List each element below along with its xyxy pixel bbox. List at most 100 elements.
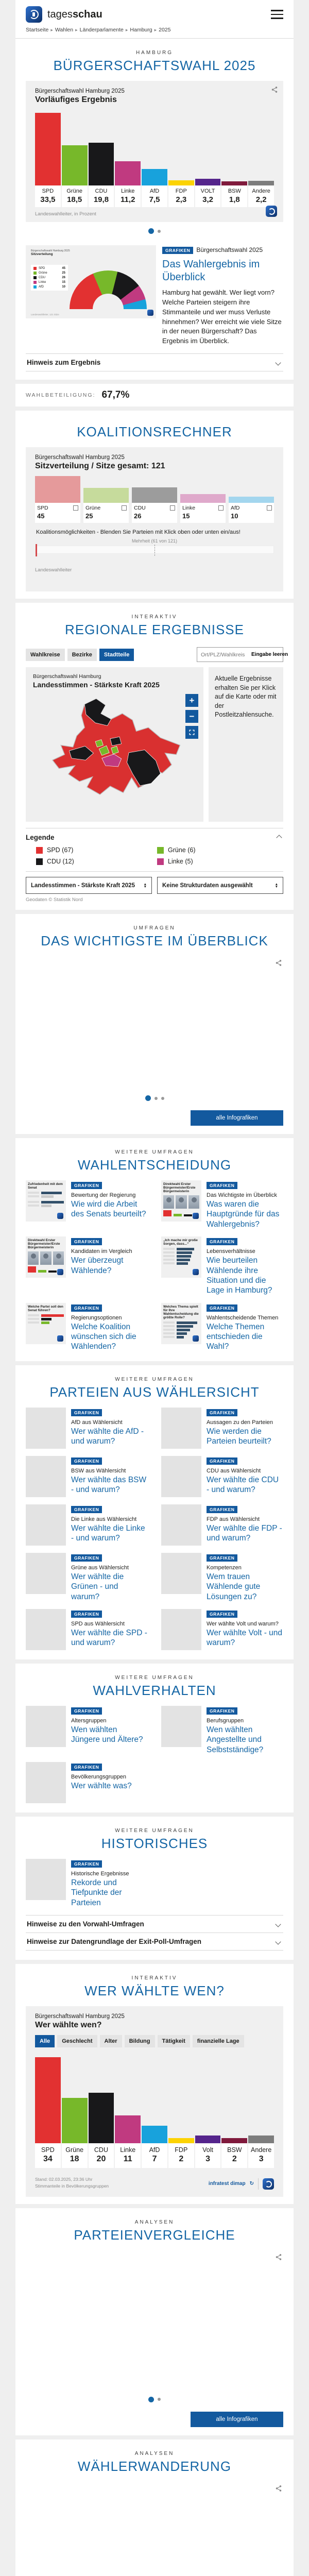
tab-wahlkreise[interactable]: Wahlkreise: [26, 648, 65, 661]
teaser-headline[interactable]: Wer wählte die Linke - und warum?: [71, 1523, 145, 1543]
teaser-headline[interactable]: Das Wahlergebnis im Überblick: [162, 259, 260, 283]
bar-column-SPD[interactable]: SPD 45: [35, 476, 80, 523]
teaser-headline[interactable]: Wer wählte das BSW - und warum?: [71, 1475, 147, 1495]
tab-tätigkeit[interactable]: Tätigkeit: [157, 2035, 190, 2048]
carousel-dot[interactable]: [158, 2398, 161, 2401]
brand[interactable]: tagesschau: [26, 6, 102, 23]
map-region-gruene[interactable]: [98, 745, 110, 756]
teaser-headline[interactable]: Was waren die Hauptgründe für das Wahler…: [207, 1200, 280, 1229]
teaser[interactable]: GRAFIKEN Die Linke aus Wählersicht Wer wäh…: [26, 1504, 148, 1546]
teaser-headline[interactable]: Welche Themen entschieden die Wahl?: [207, 1322, 265, 1351]
teaser[interactable]: GRAFIKEN CDU aus Wählersicht Wer wählte di…: [161, 1455, 283, 1497]
accordion-vorwahl-umfragen[interactable]: Hinweise zu den Vorwahl-Umfragen: [26, 1915, 283, 1934]
teaser[interactable]: GRAFIKEN Aussagen zu den Parteien Wie werd…: [161, 1407, 283, 1449]
breadcrumb-item[interactable]: Hamburg: [130, 27, 152, 33]
tab-alle[interactable]: Alle: [35, 2035, 55, 2048]
teaser[interactable]: Welches Thema spielt für Ihre Wahlentsch…: [161, 1302, 283, 1352]
tab-geschlecht[interactable]: Geschlecht: [57, 2035, 97, 2048]
teaser[interactable]: GRAFIKEN Historische Ergebnisse Rekorde un…: [26, 1859, 148, 1908]
share-icon[interactable]: [271, 86, 278, 93]
hamburg-map[interactable]: [38, 694, 192, 815]
accordion-exit-poll[interactable]: Hinweise zur Datengrundlage der Exit-Pol…: [26, 1933, 283, 1951]
bar-column-CDU[interactable]: CDU 26: [132, 476, 177, 523]
carousel-dot[interactable]: [145, 1095, 151, 1101]
teaser-headline[interactable]: Rekorde und Tiefpunkte der Parteien: [71, 1878, 122, 1907]
map-region-cdu-north[interactable]: [84, 698, 111, 726]
teaser[interactable]: „Ich mache mir große Sorgen, dass...“ GR…: [161, 1236, 283, 1296]
teaser[interactable]: Zufriedenheit mit dem Senat GRAFIKEN Bew…: [26, 1180, 148, 1229]
carousel-dot[interactable]: [148, 228, 154, 234]
legend-accordion[interactable]: Legende: [26, 828, 283, 841]
map-region-linke[interactable]: [101, 754, 122, 767]
teaser[interactable]: Welche Partei soll den Senat führen? GRA…: [26, 1302, 148, 1352]
tab-alter[interactable]: Alter: [99, 2035, 122, 2048]
teaser[interactable]: GRAFIKEN Kompetenzen Wem trauen Wählende g…: [161, 1552, 283, 1602]
teaser[interactable]: GRAFIKEN Bevölkerungsgruppen Wer wählte wa…: [26, 1762, 148, 1804]
search-input[interactable]: [201, 651, 248, 658]
teaser[interactable]: GRAFIKEN AfD aus Wählersicht Wer wählte di…: [26, 1407, 148, 1449]
teaser-headline[interactable]: Wer wählte was?: [71, 1782, 132, 1791]
teaser-headline[interactable]: Wer wählte die AfD - und warum?: [71, 1427, 144, 1446]
teaser[interactable]: Direktwahl Erster Bürgermeister/Erste Bü…: [26, 1236, 148, 1296]
map-region-cdu-southeast[interactable]: [126, 750, 161, 786]
structure-data-select[interactable]: Keine Strukturdaten ausgewählt ▲ ▼: [157, 877, 283, 894]
clear-input-button[interactable]: Eingabe leeren: [251, 652, 288, 658]
party-checkbox-AfD[interactable]: [267, 505, 272, 511]
teaser-headline[interactable]: Wer wählte die CDU - und warum?: [207, 1475, 279, 1495]
carousel-dot[interactable]: [161, 1096, 164, 1100]
teaser-headline[interactable]: Wem trauen Wählende gute Lösungen zu?: [207, 1572, 261, 1601]
accordion-hinweis-ergebnis[interactable]: Hinweis zum Ergebnis: [26, 353, 283, 372]
map-layer-select[interactable]: Landesstimmen - Stärkste Kraft 2025 ▲ ▼: [26, 877, 152, 894]
carousel-dot[interactable]: [154, 1096, 158, 1100]
share-icon[interactable]: [15, 956, 294, 967]
teaser-headline[interactable]: Wer überzeugt Wählende?: [71, 1256, 124, 1275]
bar-column-Grüne[interactable]: Grüne 25: [83, 476, 129, 523]
carousel-dot[interactable]: [158, 229, 161, 233]
teaser-headline[interactable]: Wie werden die Parteien beurteilt?: [207, 1427, 271, 1446]
zoom-out-button[interactable]: −: [185, 710, 198, 723]
map-region-gruene-3[interactable]: [95, 739, 104, 748]
party-checkbox-SPD[interactable]: [73, 505, 78, 511]
tab-stadtteile[interactable]: Stadtteile: [99, 648, 134, 661]
map-region-cdu-center[interactable]: [110, 736, 122, 746]
teaser[interactable]: GRAFIKEN Grüne aus Wählersicht Wer wählte …: [26, 1552, 148, 1602]
bar-column-AfD[interactable]: AfD 10: [229, 476, 274, 523]
all-infographics-button[interactable]: alle Infografiken: [191, 1110, 283, 1126]
teaser[interactable]: Direktwahl Erster Bürgermeister/Erste Bü…: [161, 1180, 283, 1229]
teaser-headline[interactable]: Wie wird die Arbeit des Senats beurteilt…: [71, 1200, 146, 1219]
breadcrumb-item[interactable]: Länderparlamente: [79, 27, 124, 33]
share-icon[interactable]: [15, 2250, 294, 2261]
breadcrumb-item[interactable]: Wahlen: [55, 27, 74, 33]
seat-chart-thumbnail[interactable]: Bürgerschaftswahl Hamburg 2025 Sitzverte…: [26, 245, 156, 318]
teaser[interactable]: GRAFIKEN BSW aus Wählersicht Wer wählte da…: [26, 1455, 148, 1497]
teaser[interactable]: GRAFIKEN Altersgruppen Wen wählten Jüngere…: [26, 1705, 148, 1755]
teaser-headline[interactable]: Welche Koalition wünschen sich die Wähle…: [71, 1322, 136, 1351]
teaser-headline[interactable]: Wer wählte Volt - und warum?: [207, 1628, 283, 1648]
teaser[interactable]: GRAFIKEN Berufsgruppen Wen wählten Angeste…: [161, 1705, 283, 1755]
tab-finanzielle-lage[interactable]: finanzielle Lage: [192, 2035, 244, 2048]
bar-column-Linke[interactable]: Linke 15: [180, 476, 226, 523]
all-infographics-button[interactable]: alle Infografiken: [191, 2411, 283, 2427]
map-region-gruene-2[interactable]: [110, 745, 119, 755]
menu-icon[interactable]: [271, 7, 283, 22]
party-checkbox-CDU[interactable]: [170, 505, 175, 511]
breadcrumb-item[interactable]: Startseite: [26, 27, 49, 33]
teaser-headline[interactable]: Wen wählten Jüngere und Ältere?: [71, 1725, 143, 1744]
party-checkbox-Grüne[interactable]: [122, 505, 127, 511]
teaser-headline[interactable]: Wer wählte die SPD - und warum?: [71, 1628, 147, 1648]
teaser-headline[interactable]: Wen wählten Angestellte und Selbstständi…: [207, 1725, 264, 1754]
teaser[interactable]: GRAFIKEN SPD aus Wählersicht Wer wählte di…: [26, 1608, 148, 1650]
teaser-headline[interactable]: Wer wählte die Grünen - und warum?: [71, 1572, 124, 1601]
teaser-headline[interactable]: Wer wählte die FDP - und warum?: [207, 1523, 282, 1543]
share-icon[interactable]: [15, 2482, 294, 2492]
party-checkbox-Linke[interactable]: [218, 505, 224, 511]
tab-bildung[interactable]: Bildung: [124, 2035, 155, 2048]
fullscreen-button[interactable]: [185, 726, 198, 739]
teaser[interactable]: GRAFIKEN FDP aus Wählersicht Wer wählte di…: [161, 1504, 283, 1546]
breadcrumb-item[interactable]: 2025: [159, 27, 171, 33]
teaser-headline[interactable]: Wie beurteilen Wählende ihre Situation u…: [207, 1256, 272, 1295]
carousel-dot[interactable]: [148, 2396, 154, 2402]
zoom-in-button[interactable]: +: [185, 694, 198, 707]
map-region-cdu-west[interactable]: [68, 745, 94, 760]
teaser[interactable]: GRAFIKEN Wer wählte Volt und warum? Wer wä…: [161, 1608, 283, 1650]
